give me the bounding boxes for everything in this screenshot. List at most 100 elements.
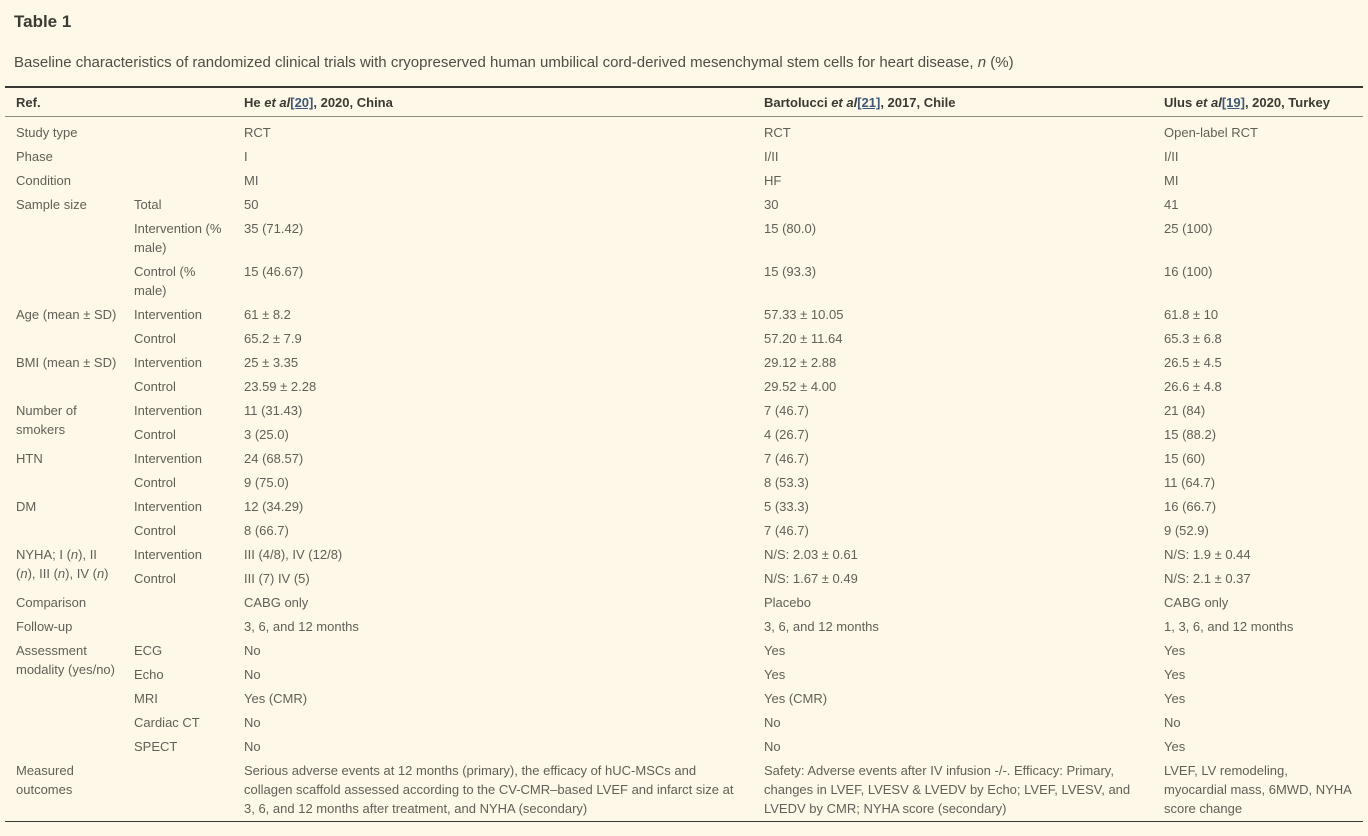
cell-bartolucci: RCT [764, 125, 791, 140]
cell-ulus: N/S: 1.9 ± 0.44 [1164, 547, 1251, 562]
cell-ulus: 65.3 ± 6.8 [1164, 331, 1222, 346]
cell-bartolucci: 30 [764, 197, 779, 212]
table-row: Sample size Total 50 30 41 [5, 193, 1363, 217]
table-row: Comparison CABG only Placebo CABG only [5, 591, 1363, 615]
cell-ulus: 61.8 ± 10 [1164, 307, 1219, 322]
cell-he: 35 (71.42) [244, 221, 304, 236]
cell-bartolucci: 7 (46.7) [764, 523, 809, 538]
row-sublabel [123, 169, 233, 193]
table-row: Measured outcomes Serious adverse events … [5, 759, 1363, 822]
text-segment: , 2020, Turkey [1244, 95, 1330, 110]
row-sublabel: ECG [134, 643, 163, 658]
citation-link[interactable]: [20] [290, 95, 314, 110]
text-segment: Ulus [1164, 95, 1196, 110]
row-label: Number of smokers [16, 403, 77, 437]
italic-text: n [20, 566, 28, 581]
cell-bartolucci: 57.20 ± 11.64 [764, 331, 843, 346]
cell-he: III (7) IV (5) [244, 571, 310, 586]
cell-ulus: 41 [1164, 197, 1179, 212]
row-sublabel: Intervention [134, 499, 202, 514]
cell-bartolucci: No [764, 715, 781, 730]
citation-link[interactable]: [21] [857, 95, 881, 110]
cell-bartolucci: 3, 6, and 12 months [764, 619, 879, 634]
cell-bartolucci: 57.33 ± 10.05 [764, 307, 844, 322]
table-row: Echo No Yes Yes [5, 663, 1363, 687]
cell-he: RCT [244, 125, 271, 140]
row-label: BMI (mean ± SD) [16, 355, 117, 370]
italic-text: n [70, 547, 79, 562]
row-label: Phase [16, 149, 53, 164]
italic-text: et al [264, 95, 291, 110]
cell-ulus: CABG only [1164, 595, 1229, 610]
text-segment: ), II ( [16, 547, 97, 581]
row-label: HTN [16, 451, 43, 466]
cell-he: MI [244, 173, 259, 188]
table-row: Control 65.2 ± 7.9 57.20 ± 11.64 65.3 ± 6.8 [5, 327, 1363, 351]
table-row: Assessment modality (yes/no) ECG No Yes Yes [5, 639, 1363, 677]
cell-bartolucci: Yes (CMR) [764, 691, 828, 706]
italic-text: n [96, 566, 105, 581]
row-sublabel: Cardiac CT [134, 715, 200, 730]
table-row: Control 23.59 ± 2.28 29.52 ± 4.00 26.6 ± 4.… [5, 375, 1363, 399]
cell-bartolucci: 7 (46.7) [764, 403, 809, 418]
column-header-sub [123, 87, 233, 117]
cell-bartolucci: N/S: 1.67 ± 0.49 [764, 571, 858, 586]
table-row: BMI (mean ± SD) Intervention 25 ± 3.35 29.1… [5, 351, 1363, 375]
cell-bartolucci: Safety: Adverse events after IV infusion… [764, 763, 1131, 816]
cell-he: 65.2 ± 7.9 [244, 331, 302, 346]
row-sublabel [123, 145, 233, 169]
cell-he: 8 (66.7) [244, 523, 289, 538]
table-row: Phase I I/II I/II [5, 145, 1363, 169]
column-header-bartolucci: Bartolucci et al[21], 2017, Chile [753, 87, 1153, 117]
row-sublabel: MRI [134, 691, 158, 706]
cell-bartolucci: 15 (80.0) [764, 221, 817, 236]
row-label: Sample size [16, 197, 87, 212]
table-row: SPECT No No Yes [5, 735, 1363, 759]
cell-bartolucci: 8 (53.3) [764, 475, 809, 490]
cell-he: No [244, 715, 261, 730]
table-row: Number of smokers Intervention 11 (31.43) 7… [5, 399, 1363, 437]
italic-text: n [57, 566, 66, 581]
cell-he: CABG only [244, 595, 309, 610]
table-row: Cardiac CT No No No [5, 711, 1363, 735]
table-row: DM Intervention 12 (34.29) 5 (33.3) 16 (66.7… [5, 495, 1363, 519]
row-label: Study type [16, 125, 78, 140]
row-label: Comparison [16, 595, 87, 610]
cell-ulus: N/S: 2.1 ± 0.37 [1164, 571, 1251, 586]
column-header-ref: Ref. [5, 87, 123, 117]
cell-bartolucci: No [764, 739, 781, 754]
cell-ulus: Yes [1164, 667, 1186, 682]
cell-he: 24 (68.57) [244, 451, 304, 466]
cell-bartolucci: 15 (93.3) [764, 264, 817, 279]
row-label: Follow-up [16, 619, 73, 634]
cell-ulus: Open-label RCT [1164, 125, 1258, 140]
row-sublabel: SPECT [134, 739, 178, 754]
citation-link[interactable]: [19] [1221, 95, 1245, 110]
cell-ulus: 21 (84) [1164, 403, 1206, 418]
row-sublabel: Control [134, 475, 176, 490]
cell-ulus: 15 (60) [1164, 451, 1206, 466]
table-caption: Baseline characteristics of randomized c… [14, 53, 1354, 73]
cell-ulus: 26.5 ± 4.5 [1164, 355, 1222, 370]
cell-he: No [244, 739, 261, 754]
cell-ulus: No [1164, 715, 1181, 730]
cell-bartolucci: I/II [764, 149, 779, 164]
italic-text: n [977, 54, 987, 71]
cell-ulus: 15 (88.2) [1164, 427, 1217, 442]
cell-ulus: 25 (100) [1164, 221, 1213, 236]
cell-he: No [244, 667, 261, 682]
row-label: Assessment modality (yes/no) [16, 643, 115, 677]
row-sublabel: Intervention [134, 451, 202, 466]
italic-text: et al [831, 95, 858, 110]
italic-text: et al [1195, 95, 1222, 110]
row-sublabel: Intervention [134, 307, 202, 322]
table-row: Control 9 (75.0) 8 (53.3) 11 (64.7) [5, 471, 1363, 495]
cell-ulus: 9 (52.9) [1164, 523, 1209, 538]
cell-bartolucci: Yes [764, 667, 786, 682]
text-segment: Baseline characteristics of randomized c… [14, 54, 978, 71]
table-row: MRI Yes (CMR) Yes (CMR) Yes [5, 687, 1363, 711]
cell-ulus: LVEF, LV remodeling, myocardial mass, 6M… [1164, 763, 1352, 816]
row-sublabel: Control [134, 427, 176, 442]
cell-ulus: MI [1164, 173, 1179, 188]
